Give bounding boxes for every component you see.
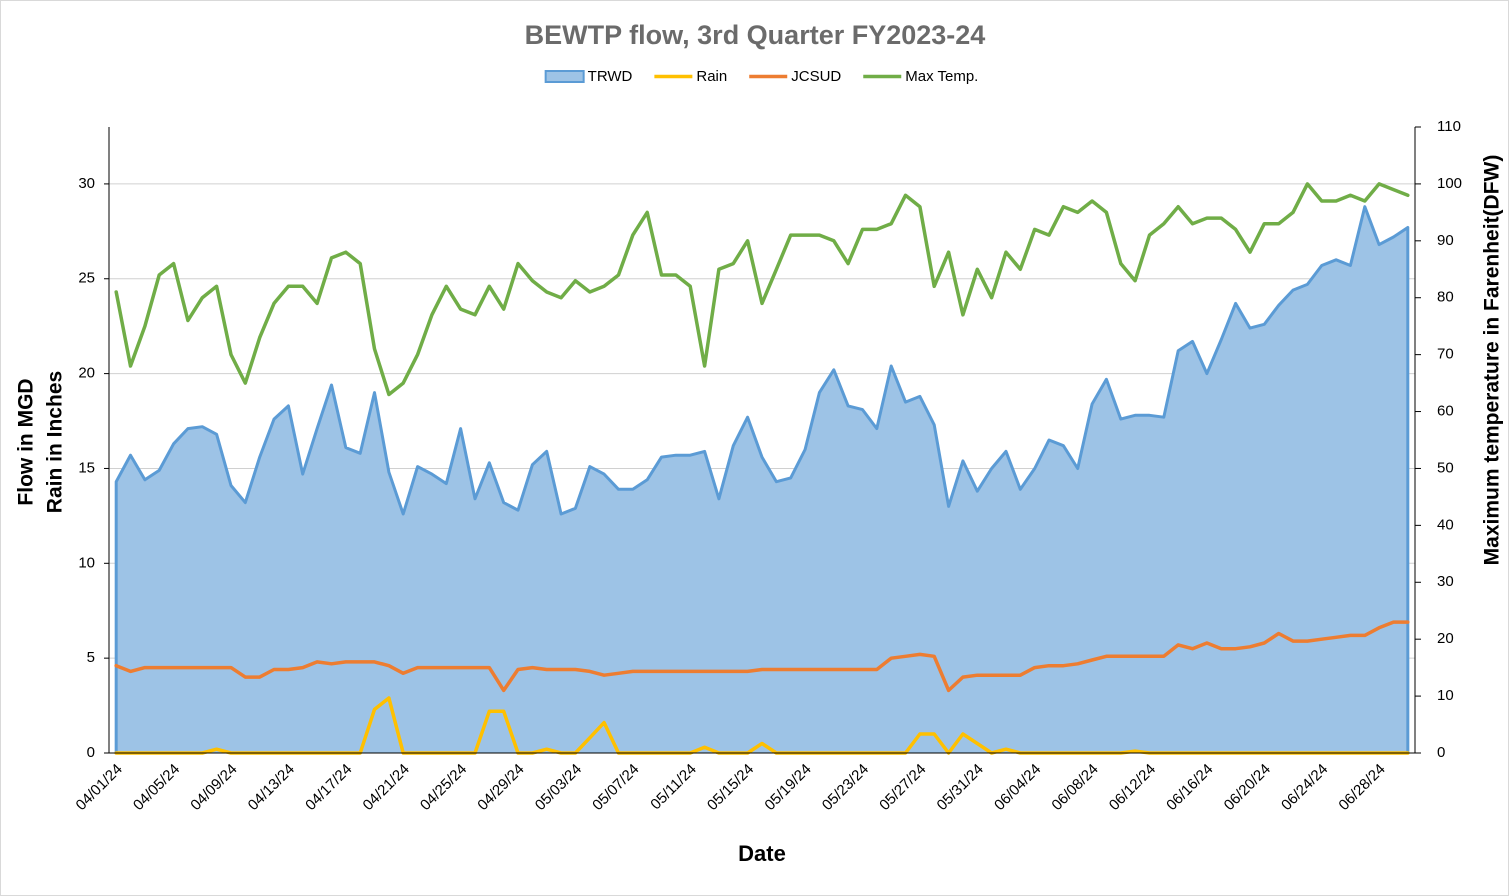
y2-tick-label: 70: [1437, 346, 1454, 363]
series-line: [114, 182, 1410, 397]
y-tick-label: 20: [78, 365, 95, 382]
y-tick-label: 15: [78, 459, 95, 476]
y-tick-label: 30: [78, 175, 95, 192]
y-tick-label: 0: [87, 744, 95, 761]
y2-axis-title: Maximum temperature in Farenheit(DFW): [1481, 155, 1504, 566]
series-line: [114, 620, 1410, 693]
y2-tick-label: 30: [1437, 573, 1454, 590]
y2-tick-label: 80: [1437, 289, 1454, 306]
legend-item: JCSUD: [749, 68, 841, 85]
y-tick-label: 10: [78, 554, 95, 571]
y2-tick-label: 10: [1437, 687, 1454, 704]
y-axis-title: Rain in Inches: [44, 371, 67, 513]
y2-tick-label: 100: [1437, 175, 1462, 192]
y2-tick-label: 0: [1437, 744, 1445, 761]
legend-label: TRWD: [588, 68, 633, 85]
y2-tick-label: 60: [1437, 403, 1454, 420]
chart-title: BEWTP flow, 3rd Quarter FY2023-24: [525, 20, 986, 50]
y2-tick-label: 50: [1437, 459, 1454, 476]
legend-item: Max Temp.: [863, 68, 978, 85]
legend-swatch: [544, 70, 585, 83]
y2-tick-label: 90: [1437, 232, 1454, 249]
y2-tick-label: 110: [1437, 118, 1461, 135]
legend-label: Max Temp.: [905, 68, 978, 85]
legend-label: Rain: [696, 68, 727, 85]
x-axis-title: Date: [738, 841, 786, 866]
y2-tick-label: 40: [1437, 516, 1454, 533]
legend-item: TRWD: [544, 68, 633, 85]
y-axis-title: Flow in MGD: [15, 378, 38, 505]
legend-item: Rain: [654, 68, 727, 85]
y-tick-label: 5: [87, 649, 95, 666]
legend-label: JCSUD: [791, 68, 841, 85]
area-fill: [116, 206, 1408, 753]
y-tick-label: 25: [78, 270, 95, 287]
area-line: [114, 205, 1410, 754]
legend: TRWD Rain JCSUD Max Temp.: [544, 68, 978, 85]
y2-tick-label: 20: [1437, 630, 1454, 647]
